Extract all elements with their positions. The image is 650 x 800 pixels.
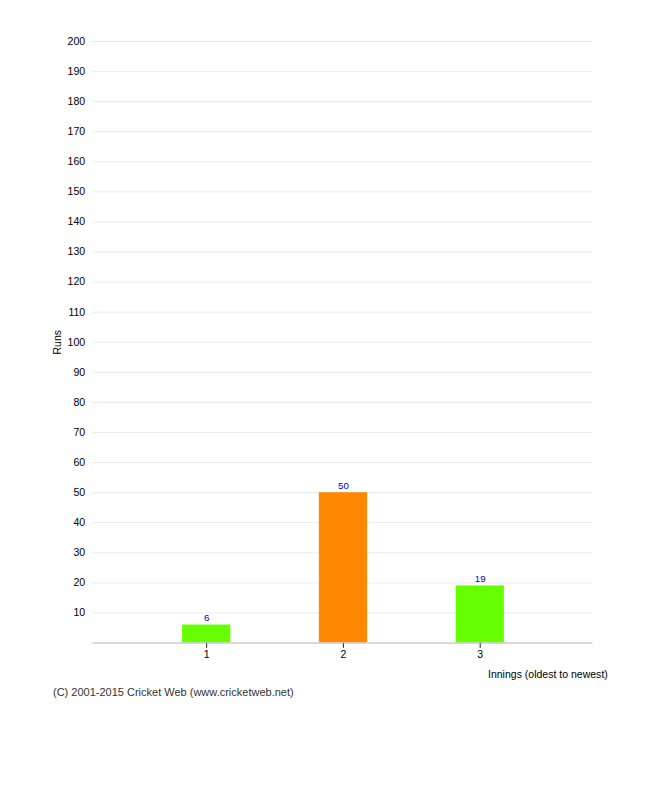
svg-text:1: 1: [204, 648, 210, 660]
svg-text:20: 20: [73, 576, 85, 588]
svg-text:50: 50: [73, 486, 85, 498]
svg-text:160: 160: [68, 155, 86, 167]
svg-text:30: 30: [73, 546, 85, 558]
svg-text:100: 100: [68, 336, 86, 348]
svg-text:3: 3: [477, 648, 483, 660]
svg-text:150: 150: [68, 185, 86, 197]
svg-text:19: 19: [475, 573, 486, 584]
svg-text:70: 70: [73, 426, 85, 438]
svg-text:110: 110: [68, 306, 85, 318]
svg-text:Runs: Runs: [51, 330, 63, 355]
svg-text:60: 60: [73, 456, 85, 468]
svg-text:80: 80: [73, 396, 85, 408]
svg-text:170: 170: [68, 125, 86, 137]
svg-text:130: 130: [68, 245, 86, 257]
svg-text:Innings (oldest to newest): Innings (oldest to newest): [488, 668, 608, 680]
svg-text:120: 120: [68, 275, 86, 287]
svg-text:6: 6: [204, 612, 209, 623]
html-text:(C) 2001-2015 Cricket Web (www: (C) 2001-2015 Cricket Web (www.cricketwe…: [53, 686, 294, 699]
svg-text:200: 200: [68, 35, 86, 47]
svg-text:2: 2: [340, 648, 346, 660]
svg-text:140: 140: [68, 215, 86, 227]
svg-text:190: 190: [68, 65, 86, 77]
svg-text:40: 40: [73, 516, 85, 528]
svg-text:90: 90: [73, 366, 85, 378]
svg-text:10: 10: [73, 606, 85, 618]
svg-text:50: 50: [338, 480, 349, 491]
svg-text:180: 180: [68, 95, 86, 107]
